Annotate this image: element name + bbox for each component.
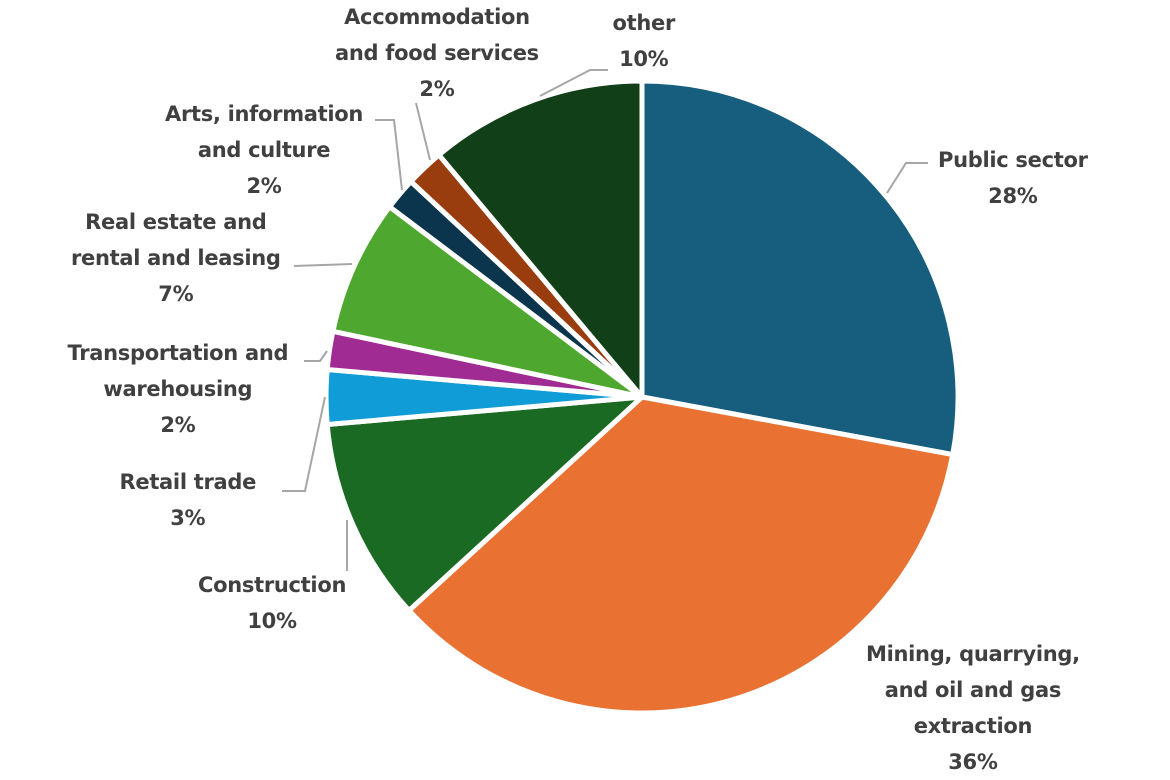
leader-line-other (539, 69, 608, 97)
data-label-construction: Construction 10% (198, 567, 346, 639)
data-label-percent: 28% (988, 184, 1038, 208)
data-label-category: warehousing (103, 377, 253, 401)
data-label-percent: 2% (246, 174, 282, 198)
data-label-percent: 2% (160, 413, 196, 437)
pie-slice-other (436, 78, 645, 400)
data-label-mining: Mining, quarrying, and oil and gas extract… (866, 636, 1080, 780)
data-label-category: and food services (335, 41, 539, 65)
pie-slice-public-sector (639, 78, 961, 458)
leader-line-realestate (293, 263, 353, 267)
data-label-accommodation: Accommodation and food services 2% (335, 0, 539, 107)
leader-line-retail (282, 396, 326, 492)
data-label-percent: 10% (619, 47, 669, 71)
data-label-category: Public sector (938, 148, 1088, 172)
leader-line-accommodation (415, 102, 431, 161)
pie-slice-construction (324, 394, 645, 613)
pie-slice-mining-quarrying-and-oil-and-gas-extraction (406, 394, 956, 716)
data-label-category: and culture (197, 138, 331, 162)
data-label-category: Arts, information (165, 102, 364, 126)
data-label-transport: Transportation and warehousing 2% (68, 335, 289, 443)
data-label-public: Public sector 28% (938, 142, 1088, 214)
pie-slices (323, 78, 961, 716)
data-label-other: other 10% (613, 5, 676, 77)
data-label-category: rental and leasing (71, 246, 281, 270)
leader-line-arts (375, 119, 403, 191)
data-label-category: Construction (198, 573, 347, 597)
data-label-category: other (612, 11, 676, 35)
data-label-percent: 3% (170, 506, 206, 530)
data-label-category: Accommodation (344, 5, 530, 29)
data-label-percent: 2% (419, 77, 455, 101)
data-label-percent: 10% (247, 609, 297, 633)
data-label-arts: Arts, information and culture 2% (165, 96, 363, 204)
data-label-category: extraction (913, 714, 1033, 738)
data-label-percent: 7% (158, 282, 194, 306)
data-label-realestate: Real estate and rental and leasing 7% (71, 204, 281, 312)
data-label-category: Retail trade (119, 470, 257, 494)
data-label-category: Real estate and (85, 210, 267, 234)
leader-lines (282, 69, 928, 571)
data-label-category: Transportation and (67, 341, 289, 365)
data-label-category: and oil and gas (884, 678, 1062, 702)
pie-slice-real-estate-and-rental-and-leasing (330, 204, 645, 400)
data-label-retail: Retail trade 3% (120, 464, 257, 536)
leader-line-public (886, 162, 928, 194)
data-label-category: Mining, quarrying, (866, 642, 1080, 666)
leader-line-transport (304, 350, 328, 362)
data-label-percent: 36% (948, 750, 998, 774)
